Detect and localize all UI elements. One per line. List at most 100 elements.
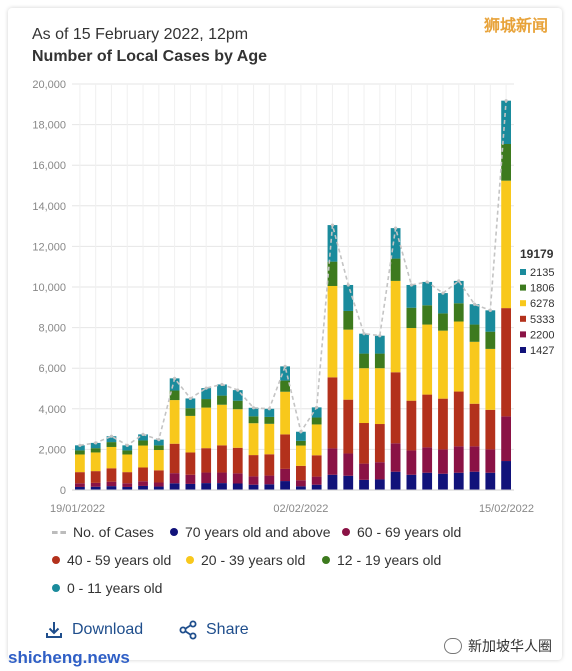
y-tick-label: 0: [60, 485, 66, 497]
bar-segment: [374, 462, 385, 480]
total-cases-point: [125, 443, 129, 447]
tooltip-swatch: [520, 331, 526, 338]
bar-segment: [264, 454, 275, 476]
bar-segment: [90, 442, 101, 449]
bar-segment: [438, 330, 448, 399]
total-cases-point: [472, 302, 477, 306]
bar-segment: [232, 483, 243, 490]
bar-segment: [453, 303, 464, 322]
tooltip-swatch: [520, 315, 526, 322]
share-button[interactable]: Share: [178, 620, 249, 640]
bar-segment: [217, 483, 227, 490]
bar-segment: [248, 476, 259, 485]
bar-segment: [359, 479, 369, 490]
bar-segment: [138, 445, 148, 468]
total-cases-point: [425, 280, 429, 284]
bar-segment: [327, 448, 338, 475]
bar-segment: [485, 449, 496, 473]
bar-segment: [311, 455, 322, 477]
bar-segment: [201, 399, 212, 408]
legend-label: 70 years old and above: [185, 524, 331, 540]
bar-segment: [406, 400, 417, 451]
bar-segment: [359, 423, 369, 464]
bar-segment: [232, 400, 243, 410]
dot-icon: [186, 556, 194, 564]
bar-segment: [422, 305, 433, 325]
legend-item[interactable]: 40 - 59 years old: [52, 552, 171, 568]
bar-segment: [280, 468, 291, 482]
dot-icon: [342, 528, 350, 536]
bar-segment: [169, 473, 180, 484]
bar-segment: [422, 447, 433, 473]
chart-subtitle: As of 15 February 2022, 12pm: [32, 26, 249, 43]
bar-segment: [438, 398, 448, 450]
bar-segment: [217, 472, 227, 484]
bar-segment: [406, 307, 417, 329]
bar-segment: [469, 304, 480, 325]
bar-segment: [438, 293, 448, 314]
bar-segment: [74, 483, 85, 487]
bar-segment: [390, 471, 401, 490]
bar-segment: [311, 424, 322, 456]
y-tick-label: 20,000: [32, 79, 66, 91]
bar-segment: [374, 353, 385, 369]
bar-segment: [90, 471, 101, 483]
download-button[interactable]: Download: [44, 620, 143, 640]
legend-item[interactable]: 20 - 39 years old: [186, 552, 305, 568]
bar-segment: [122, 483, 133, 487]
bar-segment: [90, 452, 101, 472]
bar-segment: [74, 454, 85, 473]
bar-segment: [295, 486, 306, 490]
tooltip-swatch: [520, 284, 526, 291]
bar-segment: [343, 453, 354, 476]
total-cases-point: [157, 438, 161, 442]
bar-segment: [169, 400, 180, 444]
bar-segment: [280, 380, 291, 392]
bar-segment: [469, 403, 480, 447]
bar-segment: [390, 228, 401, 259]
y-tick-label: 14,000: [32, 201, 66, 213]
bar-segment: [90, 486, 101, 490]
dot-icon: [52, 556, 60, 564]
bar-segment: [343, 310, 354, 330]
y-tick-label: 8,000: [38, 323, 66, 335]
bar-segment: [280, 366, 291, 381]
bar-segment: [422, 281, 433, 306]
bar-segment: [469, 446, 480, 472]
bar-segment: [311, 417, 322, 425]
legend-item[interactable]: 70 years old and above: [170, 524, 331, 540]
bar-segment: [311, 407, 322, 418]
bar-segment: [359, 333, 369, 354]
tooltip-value: 1427: [530, 345, 554, 357]
bar-segment: [438, 473, 448, 490]
bar-segment: [106, 486, 117, 490]
tooltip-value: 2135: [530, 267, 554, 279]
y-tick-label: 18,000: [32, 120, 66, 132]
bar-segment: [327, 377, 338, 449]
bar-segment: [295, 480, 306, 487]
bar-segment: [153, 470, 164, 483]
tooltip-swatch: [520, 269, 526, 275]
tooltip-value: 1806: [530, 283, 554, 295]
bar-segment: [311, 484, 322, 490]
total-cases-point: [267, 407, 271, 411]
bar-segment: [248, 455, 259, 477]
legend-item[interactable]: 12 - 19 years old: [322, 552, 441, 568]
bar-segment: [438, 313, 448, 331]
legend-item[interactable]: 0 - 11 years old: [52, 580, 162, 596]
bar-segment: [501, 180, 512, 309]
bar-segment: [438, 449, 448, 474]
bar-segment: [74, 472, 85, 484]
bar-segment: [485, 472, 496, 490]
total-cases-point: [220, 382, 224, 387]
watermark-bottom-right-text: 新加坡华人圈: [468, 638, 552, 654]
bar-segment: [138, 434, 148, 441]
bar-segment: [374, 479, 385, 490]
bar-segment: [485, 348, 496, 410]
legend-item[interactable]: 60 - 69 years old: [342, 524, 461, 540]
legend-item[interactable]: No. of Cases: [52, 524, 154, 540]
bar-segment: [232, 390, 243, 401]
total-cases-line: [79, 100, 507, 447]
total-cases-point: [299, 430, 303, 434]
bar-segment: [248, 484, 259, 490]
